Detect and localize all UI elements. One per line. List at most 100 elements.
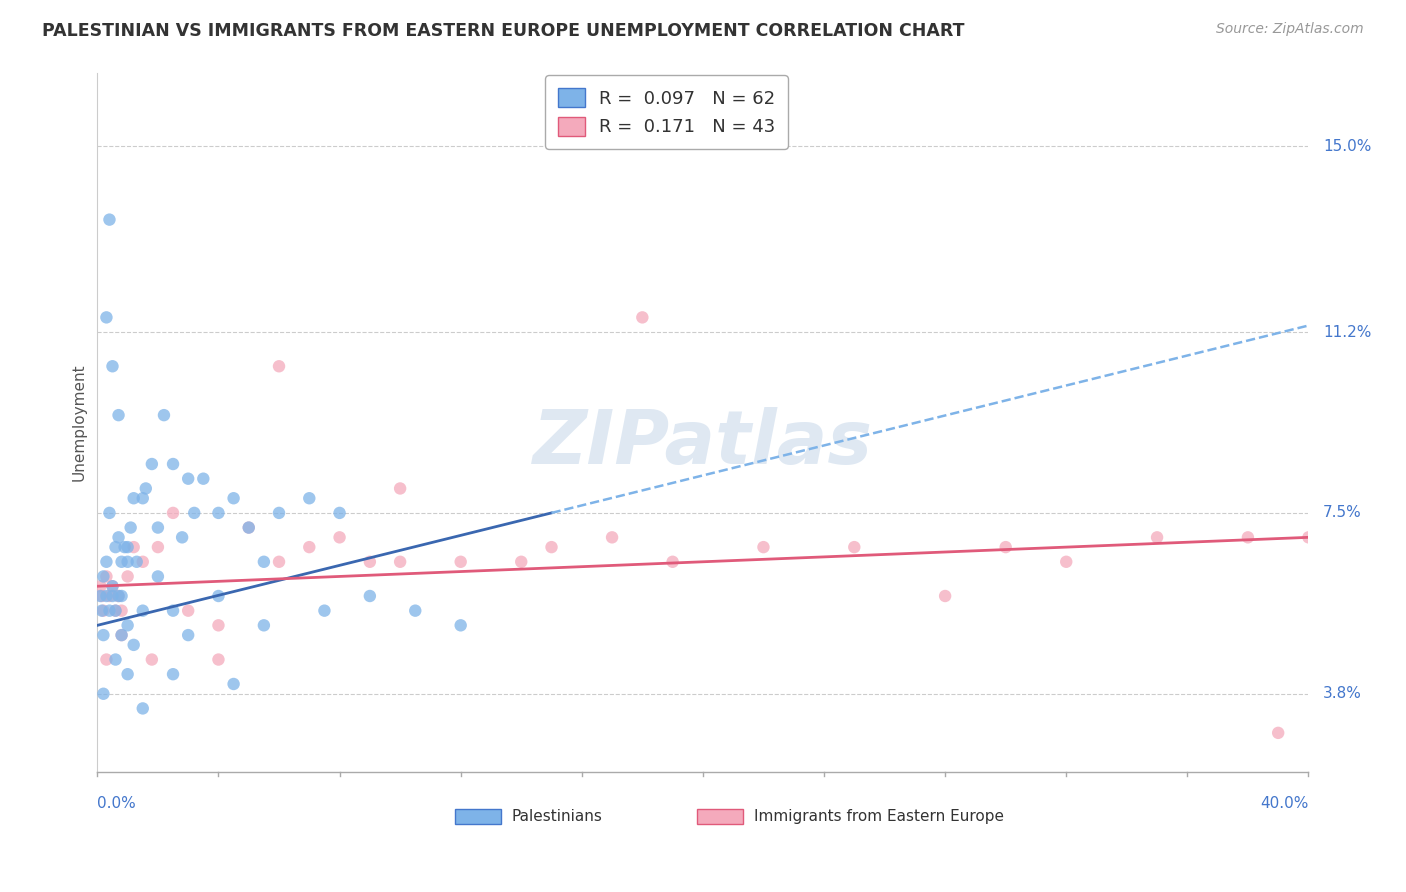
Point bbox=[510, 555, 533, 569]
Point bbox=[404, 604, 426, 618]
Point bbox=[207, 652, 229, 666]
Point bbox=[110, 628, 132, 642]
Point bbox=[153, 408, 176, 422]
Point bbox=[120, 520, 142, 534]
FancyBboxPatch shape bbox=[454, 809, 501, 824]
Point bbox=[132, 555, 155, 569]
Point bbox=[222, 491, 245, 506]
Point bbox=[450, 555, 472, 569]
Text: 0.0%: 0.0% bbox=[97, 797, 136, 812]
Point bbox=[540, 540, 562, 554]
Point bbox=[267, 359, 290, 374]
Point bbox=[359, 589, 381, 603]
Point bbox=[104, 604, 127, 618]
Point bbox=[104, 604, 127, 618]
Point bbox=[90, 604, 112, 618]
Point bbox=[389, 555, 412, 569]
Point bbox=[177, 628, 200, 642]
Point bbox=[207, 589, 229, 603]
Point bbox=[146, 569, 169, 583]
Point bbox=[122, 491, 145, 506]
Point bbox=[631, 310, 654, 325]
Point bbox=[177, 604, 200, 618]
Point bbox=[162, 506, 184, 520]
Point bbox=[844, 540, 866, 554]
Point bbox=[207, 506, 229, 520]
Legend: R =  0.097   N = 62, R =  0.171   N = 43: R = 0.097 N = 62, R = 0.171 N = 43 bbox=[546, 75, 789, 149]
Point bbox=[110, 555, 132, 569]
Point bbox=[253, 618, 276, 632]
Point bbox=[389, 482, 412, 496]
Point bbox=[359, 555, 381, 569]
Point bbox=[98, 506, 121, 520]
Point bbox=[162, 457, 184, 471]
Point bbox=[90, 589, 112, 603]
Point bbox=[117, 667, 139, 681]
Point bbox=[104, 652, 127, 666]
Point bbox=[298, 540, 321, 554]
Text: 7.5%: 7.5% bbox=[1323, 506, 1362, 520]
Point bbox=[752, 540, 775, 554]
Point bbox=[238, 520, 260, 534]
Point bbox=[162, 604, 184, 618]
Text: 3.8%: 3.8% bbox=[1323, 686, 1362, 701]
Point bbox=[994, 540, 1017, 554]
Point bbox=[96, 589, 118, 603]
Point bbox=[135, 482, 157, 496]
Point bbox=[146, 540, 169, 554]
Text: Palestinians: Palestinians bbox=[512, 809, 602, 824]
Point bbox=[132, 604, 155, 618]
Point bbox=[146, 520, 169, 534]
Point bbox=[110, 589, 132, 603]
Point bbox=[117, 555, 139, 569]
Point bbox=[141, 457, 163, 471]
Point bbox=[207, 618, 229, 632]
Point bbox=[177, 472, 200, 486]
Y-axis label: Unemployment: Unemployment bbox=[72, 364, 86, 482]
Point bbox=[661, 555, 683, 569]
Point bbox=[125, 555, 148, 569]
Point bbox=[1267, 726, 1289, 740]
Point bbox=[107, 589, 129, 603]
Text: PALESTINIAN VS IMMIGRANTS FROM EASTERN EUROPE UNEMPLOYMENT CORRELATION CHART: PALESTINIAN VS IMMIGRANTS FROM EASTERN E… bbox=[42, 22, 965, 40]
Point bbox=[98, 589, 121, 603]
Point bbox=[101, 579, 124, 593]
Text: Source: ZipAtlas.com: Source: ZipAtlas.com bbox=[1216, 22, 1364, 37]
Point bbox=[450, 618, 472, 632]
Text: 40.0%: 40.0% bbox=[1260, 797, 1309, 812]
Point bbox=[600, 530, 623, 544]
Point bbox=[110, 628, 132, 642]
Point bbox=[1146, 530, 1168, 544]
Text: ZIPatlas: ZIPatlas bbox=[533, 407, 873, 480]
Point bbox=[93, 687, 115, 701]
Point bbox=[101, 359, 124, 374]
Point bbox=[107, 408, 129, 422]
Point bbox=[314, 604, 336, 618]
Point bbox=[1237, 530, 1260, 544]
Point bbox=[238, 520, 260, 534]
Point bbox=[267, 555, 290, 569]
Point bbox=[101, 589, 124, 603]
Point bbox=[98, 604, 121, 618]
Point bbox=[132, 491, 155, 506]
Point bbox=[222, 677, 245, 691]
Point bbox=[107, 589, 129, 603]
Point bbox=[122, 540, 145, 554]
Point bbox=[253, 555, 276, 569]
Point bbox=[183, 506, 205, 520]
Point bbox=[101, 579, 124, 593]
Point bbox=[162, 667, 184, 681]
Point bbox=[93, 604, 115, 618]
Point bbox=[132, 701, 155, 715]
Point bbox=[172, 530, 194, 544]
Point bbox=[1054, 555, 1077, 569]
Point bbox=[96, 310, 118, 325]
Point bbox=[96, 569, 118, 583]
Point bbox=[193, 472, 215, 486]
Point bbox=[89, 579, 111, 593]
Point bbox=[114, 540, 136, 554]
FancyBboxPatch shape bbox=[697, 809, 742, 824]
Point bbox=[93, 628, 115, 642]
Point bbox=[104, 540, 127, 554]
Point bbox=[98, 212, 121, 227]
